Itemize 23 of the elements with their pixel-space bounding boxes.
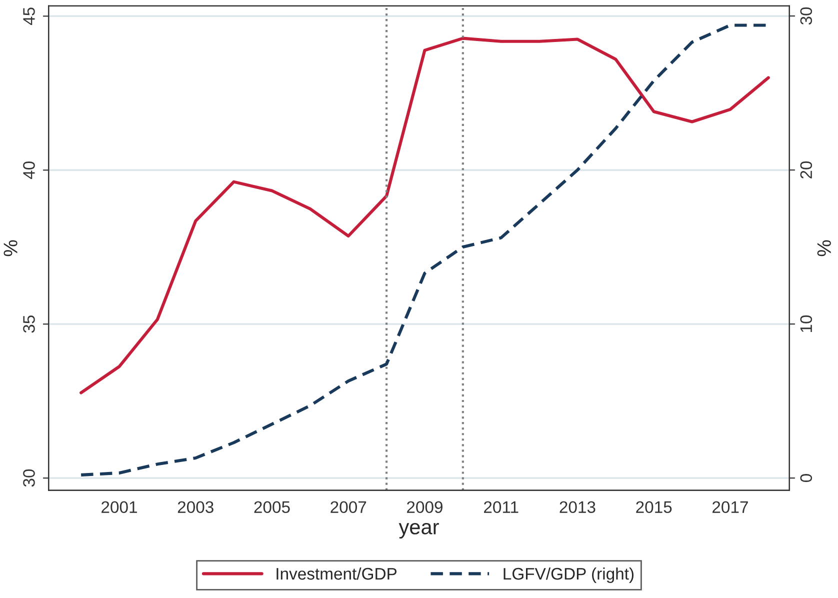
x-tick-label: 2003	[178, 501, 214, 514]
legend-label: LGFV/GDP (right)	[504, 567, 634, 583]
x-tick-label: 2015	[636, 501, 672, 514]
y2-tick-label: 30	[800, 7, 812, 25]
x-tick-label: 2005	[254, 501, 290, 514]
x-axis-title: year	[398, 522, 439, 539]
y-tick-label: 30	[23, 469, 35, 487]
y-tick-label: 45	[23, 8, 35, 26]
y-tick-label: 35	[23, 316, 35, 333]
x-tick-label: 2001	[102, 501, 137, 514]
legend-label: Investment/GDP	[276, 567, 397, 580]
y2-tick-label: 0	[800, 474, 812, 482]
x-tick-label: 2013	[560, 501, 596, 514]
x-tick-label: 2009	[407, 501, 442, 514]
y-tick-label: 40	[23, 161, 35, 179]
x-tick-label: 2007	[330, 501, 366, 514]
y2-axis-title: %	[817, 240, 831, 256]
line-series	[80, 36, 770, 394]
y-axis-title: %	[4, 240, 18, 256]
x-tick-label: 2011	[484, 501, 518, 514]
y2-tick-label: 10	[800, 315, 812, 332]
x-tick-label: 2017	[712, 501, 748, 514]
y2-tick-label: 20	[800, 161, 812, 178]
